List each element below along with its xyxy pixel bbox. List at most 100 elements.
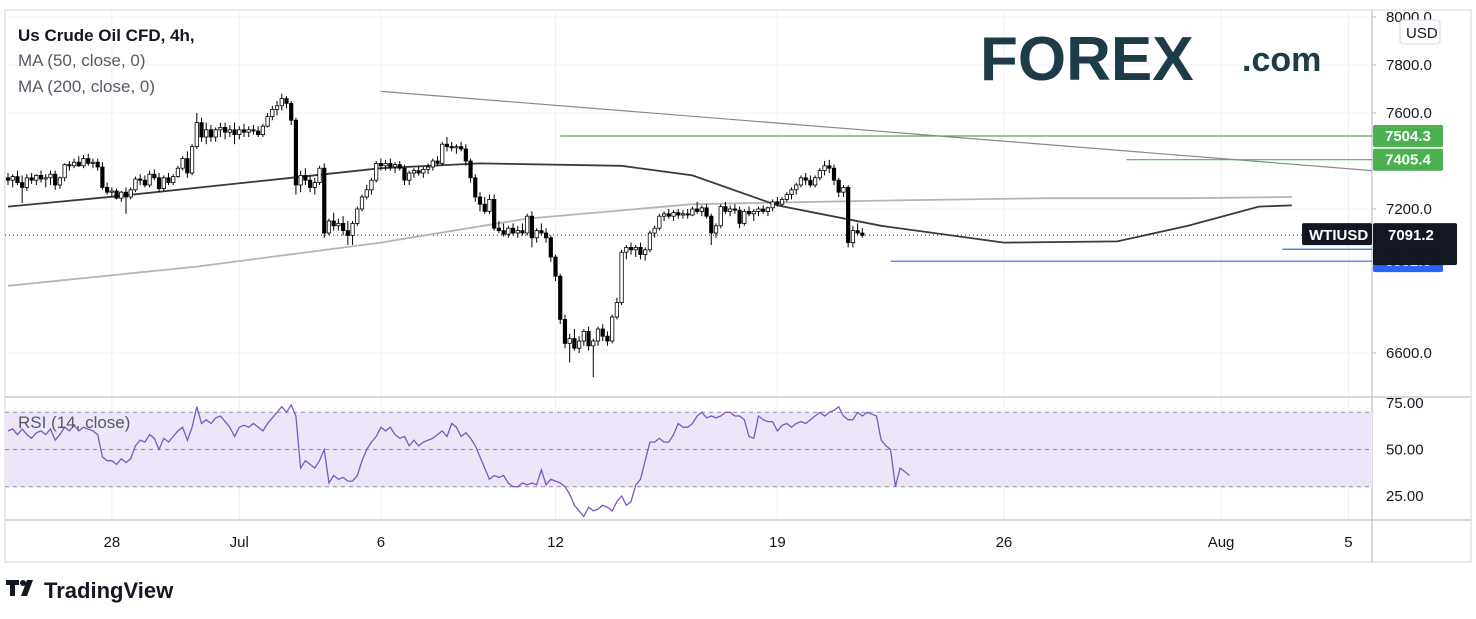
candle-body xyxy=(562,318,568,344)
candle-body xyxy=(232,129,237,136)
countdown-label: 01:43:19 xyxy=(1386,247,1444,264)
candle-body xyxy=(435,160,440,164)
candle-body xyxy=(695,208,700,212)
candle-body xyxy=(331,220,336,227)
candle-body xyxy=(142,179,147,186)
candle-body xyxy=(737,209,742,224)
candle-body xyxy=(761,208,766,212)
x-tick-label: 28 xyxy=(103,534,120,551)
candle-body xyxy=(501,230,506,235)
candle-body xyxy=(813,177,818,186)
candle-body xyxy=(251,129,256,132)
candle-body xyxy=(794,184,799,191)
candle-body xyxy=(732,208,737,211)
candle-body xyxy=(515,230,520,234)
candle-body xyxy=(24,177,29,188)
x-tick-label: 5 xyxy=(1344,534,1352,551)
candle-body xyxy=(751,210,756,215)
candle-body xyxy=(567,338,572,344)
candle-body xyxy=(76,161,81,167)
candle-body xyxy=(138,178,143,181)
candle-body xyxy=(15,176,20,184)
candle-body xyxy=(260,125,265,135)
candle-body xyxy=(100,166,105,188)
candle-body xyxy=(784,194,789,200)
candle-body xyxy=(416,170,421,174)
candle-body xyxy=(38,174,44,180)
candle-body xyxy=(161,177,166,190)
candle-body xyxy=(166,177,171,184)
candle-body xyxy=(713,225,719,234)
candle-body xyxy=(789,189,794,196)
candle-body xyxy=(808,179,813,186)
x-tick-label: 26 xyxy=(996,534,1013,551)
rsi-tick-label: 50.00 xyxy=(1386,442,1424,459)
candle-body xyxy=(756,208,761,212)
candle-body xyxy=(779,198,785,205)
candle-body xyxy=(770,201,775,209)
candle-body xyxy=(506,227,511,235)
rsi-tick-label: 25.00 xyxy=(1386,488,1424,505)
candle-body xyxy=(218,127,223,131)
candle-body xyxy=(699,207,704,212)
candle-body xyxy=(411,170,417,174)
candle-body xyxy=(227,129,232,133)
candle-body xyxy=(62,164,67,179)
candle-body xyxy=(742,210,747,224)
rsi-legend: RSI (14, close) xyxy=(18,413,131,432)
candle-body xyxy=(850,230,855,244)
resistance-level-tag xyxy=(1373,148,1443,171)
resistance-level-label: 7405.4 xyxy=(1385,152,1432,169)
candle-body xyxy=(652,227,657,234)
candle-body xyxy=(10,176,15,181)
candle-body xyxy=(317,167,322,183)
candle-body xyxy=(322,167,327,234)
candle-body xyxy=(374,162,379,181)
candle-body xyxy=(388,162,393,168)
candle-body xyxy=(728,208,733,212)
x-tick-label: 19 xyxy=(769,534,786,551)
candle-body xyxy=(473,177,478,198)
candle-body xyxy=(194,122,199,147)
candle-body xyxy=(680,213,686,216)
candle-body xyxy=(671,212,676,217)
candle-body xyxy=(440,143,445,164)
candle-body xyxy=(180,158,185,169)
candle-body xyxy=(430,160,435,168)
candle-body xyxy=(336,222,341,227)
candle-body xyxy=(359,196,365,210)
candle-body xyxy=(595,328,601,342)
candle-body xyxy=(572,338,577,349)
candle-body xyxy=(817,170,822,179)
rsi-tick-label: 75.00 xyxy=(1386,395,1424,412)
candle-body xyxy=(5,177,11,181)
candle-body xyxy=(274,105,280,110)
candle-body xyxy=(643,249,648,256)
candle-body xyxy=(775,201,780,205)
candle-body xyxy=(350,222,355,236)
currency-badge xyxy=(1399,19,1441,45)
candle-body xyxy=(638,246,643,255)
candle-body xyxy=(449,146,454,149)
candle-body xyxy=(610,316,615,342)
candle-body xyxy=(109,190,114,193)
candle-body xyxy=(846,186,851,243)
candle-body xyxy=(586,330,591,347)
candle-body xyxy=(657,215,662,229)
candle-body xyxy=(326,220,332,234)
candle-body xyxy=(633,246,638,251)
candle-body xyxy=(48,173,53,179)
candle-body xyxy=(355,208,360,224)
candle-body xyxy=(312,182,317,188)
candle-body xyxy=(241,129,247,133)
candle-body xyxy=(822,165,827,172)
y-tick-label: 7200.0 xyxy=(1386,201,1432,218)
candle-body xyxy=(284,98,289,104)
candle-body xyxy=(407,172,412,181)
candle-body xyxy=(71,161,77,167)
candle-body xyxy=(185,158,190,174)
candle-body xyxy=(43,177,48,180)
tradingview-logo-icon xyxy=(6,578,38,604)
forex-logo-suffix: .com xyxy=(1242,41,1321,79)
